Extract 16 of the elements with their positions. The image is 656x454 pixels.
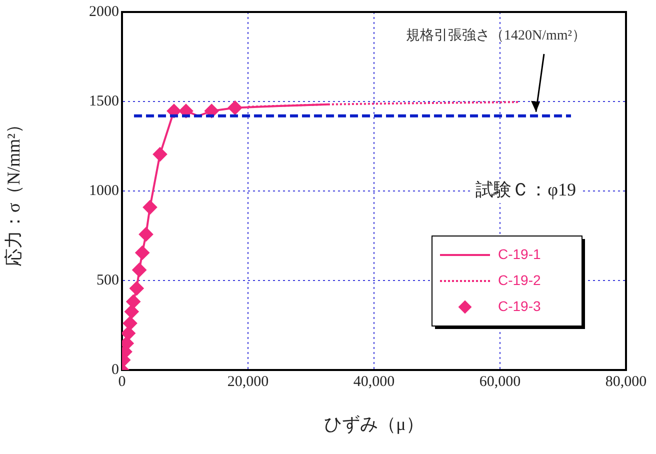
legend-label: C-19-2 bbox=[498, 272, 542, 288]
y-axis-title: 応力：σ（N/mm²） bbox=[4, 115, 24, 267]
annotation: 試験Ｃ：φ19 bbox=[476, 180, 576, 200]
x-tick-label: 60,000 bbox=[479, 374, 521, 390]
y-tick-label: 0 bbox=[112, 362, 119, 378]
x-tick-label: 20,000 bbox=[227, 374, 269, 390]
x-tick-label: 80,000 bbox=[605, 374, 647, 390]
legend-label: C-19-3 bbox=[498, 298, 542, 314]
y-tick-label: 500 bbox=[96, 272, 119, 288]
ref-line-label: 規格引張強さ（1420N/mm²） bbox=[406, 28, 586, 44]
y-tick-label: 1000 bbox=[89, 182, 119, 199]
x-axis-title: ひずみ（μ） bbox=[324, 414, 424, 434]
legend-label: C-19-1 bbox=[498, 246, 542, 262]
y-tick-label: 1500 bbox=[89, 93, 119, 110]
y-tick-label: 2000 bbox=[89, 4, 119, 20]
x-tick-label: 40,000 bbox=[353, 374, 395, 390]
